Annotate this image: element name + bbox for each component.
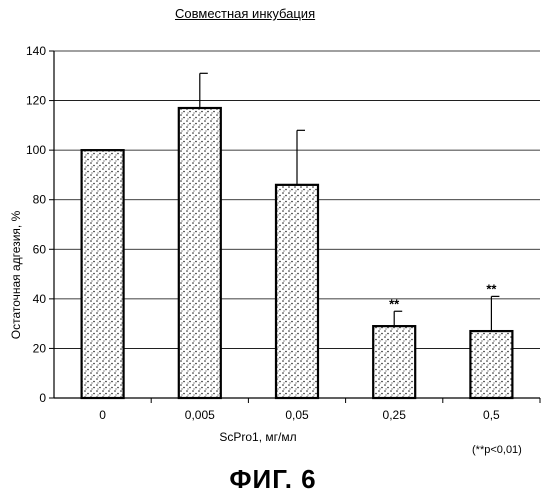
figure-label: ФИГ. 6 bbox=[0, 464, 546, 495]
x-tick-label: 0,05 bbox=[285, 408, 309, 422]
y-tick-label: 80 bbox=[33, 193, 47, 207]
x-tick-label: 0,5 bbox=[483, 408, 500, 422]
y-tick-label: 60 bbox=[33, 242, 47, 256]
significance-footnote: (**p<0,01) bbox=[472, 444, 522, 456]
bar bbox=[373, 326, 415, 398]
x-axis-label: ScPro1, мг/мл bbox=[219, 430, 296, 444]
x-tick-label: 0,25 bbox=[383, 408, 407, 422]
x-tick-label: 0 bbox=[99, 408, 106, 422]
bar bbox=[276, 185, 318, 398]
y-tick-label: 40 bbox=[33, 292, 47, 306]
bar bbox=[82, 150, 124, 398]
y-axis-label: Остаточная адгезия, % bbox=[9, 210, 23, 339]
y-tick-label: 140 bbox=[26, 44, 46, 58]
y-tick-label: 120 bbox=[26, 94, 46, 108]
bar bbox=[179, 108, 221, 398]
y-tick-label: 20 bbox=[33, 341, 47, 355]
significance-marker: ** bbox=[389, 296, 400, 311]
y-tick-label: 100 bbox=[26, 143, 46, 157]
significance-marker: ** bbox=[486, 281, 497, 296]
bars: ** ** bbox=[82, 73, 513, 398]
x-tick-label: 0,005 bbox=[185, 408, 215, 422]
bar bbox=[470, 331, 512, 398]
y-tick-label: 0 bbox=[39, 391, 46, 405]
